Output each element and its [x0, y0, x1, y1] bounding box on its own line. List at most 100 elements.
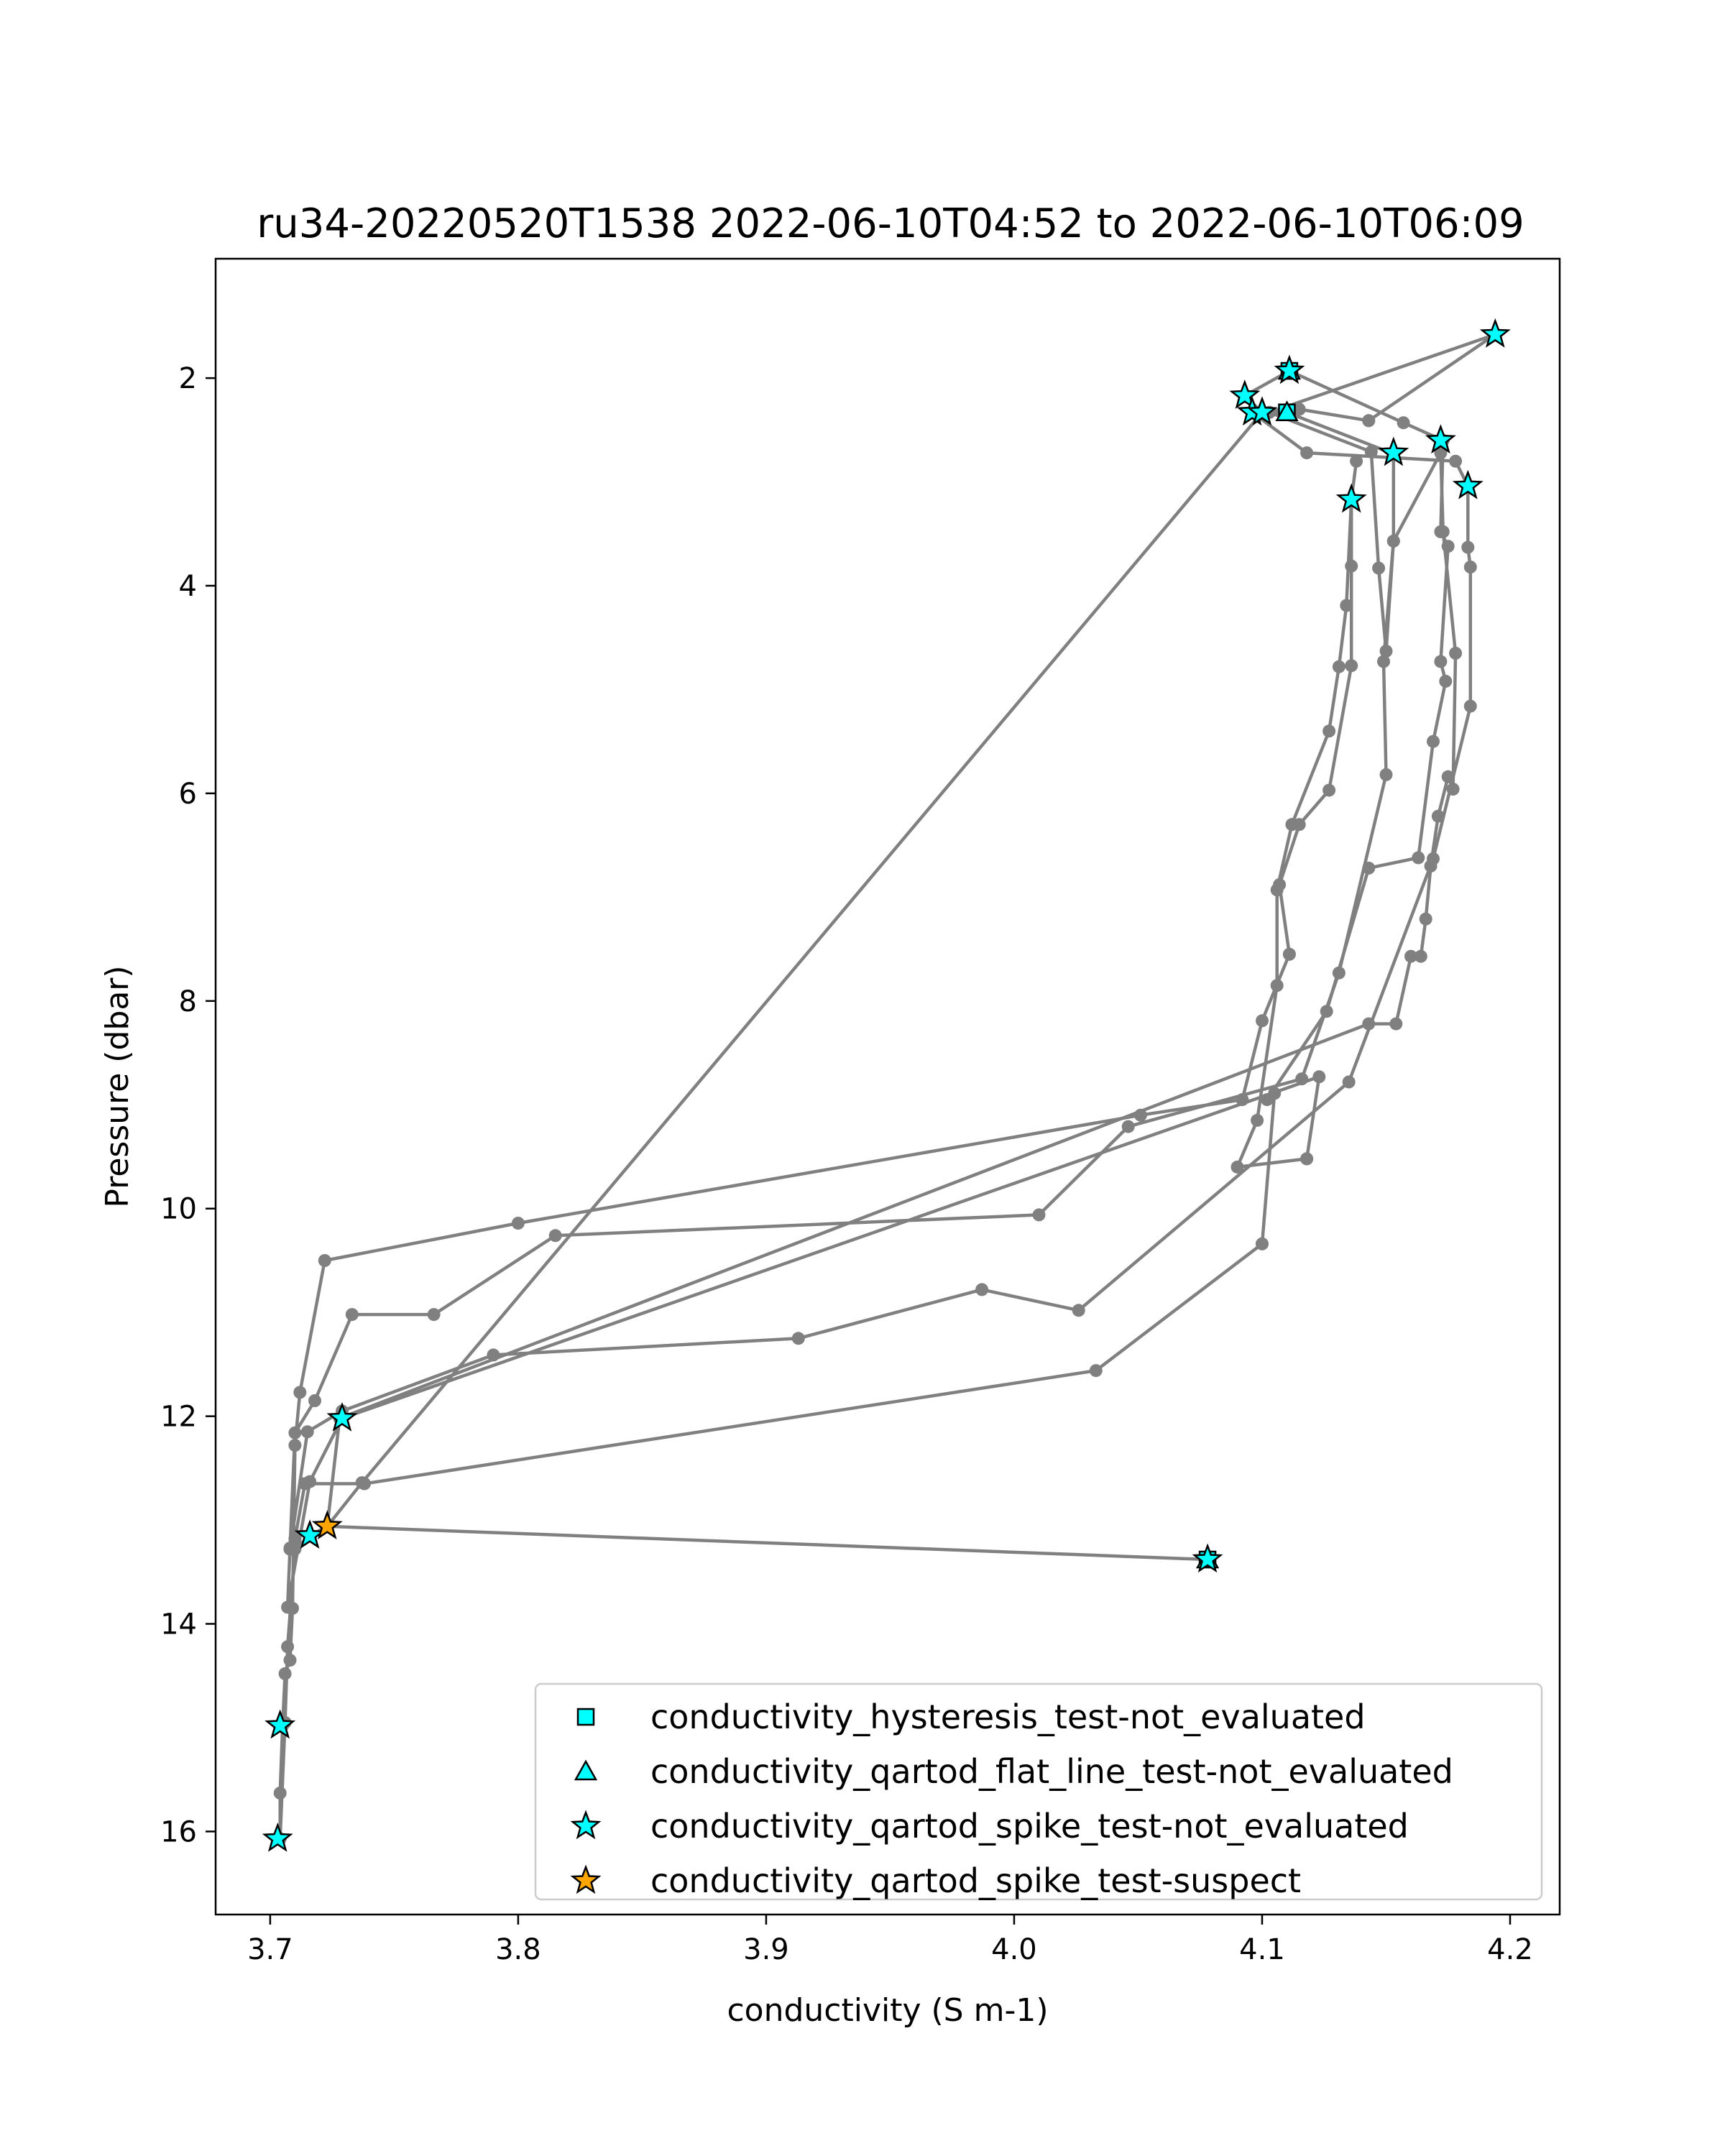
legend-symbol-square	[576, 1708, 595, 1726]
legend-label: conductivity_qartod_flat_line_test-not_e…	[650, 1752, 1453, 1791]
data-point	[1434, 446, 1448, 460]
data-point	[1270, 979, 1284, 992]
data-point	[1386, 534, 1400, 548]
x-tick-label: 3.7	[247, 1933, 293, 1966]
data-point	[1439, 674, 1453, 688]
data-point	[1032, 1208, 1046, 1222]
qc-marker-star	[311, 1510, 343, 1540]
legend-items: conductivity_hysteresis_test-not_evaluat…	[570, 1697, 1453, 1900]
data-point	[1434, 655, 1448, 668]
data-point	[1282, 947, 1296, 961]
data-point	[278, 1667, 292, 1680]
y-tick-label: 14	[160, 1608, 197, 1641]
qc-marker-triangle	[1275, 400, 1299, 422]
data-point	[1345, 659, 1358, 673]
qc-marker-star	[1246, 396, 1278, 426]
data-point	[1320, 1005, 1333, 1018]
data-point	[1322, 783, 1336, 797]
data-point	[355, 1476, 369, 1490]
data-point	[487, 1348, 500, 1362]
data-point	[288, 1426, 302, 1439]
data-point	[1312, 1070, 1326, 1084]
data-point	[1436, 525, 1450, 538]
plot-frame	[214, 257, 1561, 1916]
x-axis-label: conductivity (S m-1)	[727, 1992, 1048, 2029]
data-point	[1461, 540, 1475, 554]
y-tick-label: 8	[179, 985, 197, 1018]
profile-line-4	[1236, 499, 1353, 1169]
data-point	[298, 1477, 312, 1491]
data-point	[1441, 540, 1455, 553]
qc-marker-star	[1452, 469, 1484, 499]
data-point	[1285, 818, 1299, 831]
qc-marker-star	[294, 1519, 326, 1549]
x-tick-label: 4.0	[991, 1933, 1037, 1966]
qc-marker-star	[264, 1709, 296, 1739]
data-point	[1414, 949, 1427, 963]
data-point	[1345, 559, 1358, 573]
qc-marker-star	[1335, 483, 1367, 513]
data-point	[308, 1394, 321, 1407]
data-point	[427, 1308, 441, 1322]
legend-label: conductivity_qartod_spike_test-not_evalu…	[650, 1807, 1409, 1846]
data-point	[1322, 724, 1336, 738]
data-point	[511, 1217, 525, 1230]
data-point	[283, 1654, 297, 1667]
data-point	[1377, 655, 1390, 668]
data-point	[1340, 599, 1353, 612]
chart-title: ru34-20220520T1538 2022-06-10T04:52 to 2…	[257, 201, 1524, 247]
qc-marker-star	[1229, 379, 1261, 409]
data-point	[1372, 561, 1386, 575]
data-point	[1431, 809, 1445, 823]
y-tick-label: 12	[160, 1401, 197, 1434]
legend-box	[534, 1682, 1543, 1901]
legend-symbol-star	[570, 1864, 602, 1894]
legend-label: conductivity_hysteresis_test-not_evaluat…	[650, 1697, 1366, 1736]
data-point	[283, 1542, 297, 1556]
data-point	[1350, 454, 1363, 468]
data-point	[281, 1640, 295, 1654]
data-point	[288, 1439, 302, 1452]
x-tick-label: 4.2	[1487, 1933, 1533, 1966]
legend-label: conductivity_qartod_spike_test-suspect	[650, 1861, 1301, 1900]
data-point	[1379, 768, 1393, 781]
y-tick-label: 16	[160, 1815, 197, 1848]
qc-marker-star	[1425, 424, 1456, 454]
data-point	[288, 1532, 302, 1546]
qc-marker-star	[1274, 354, 1305, 384]
data-point	[1251, 1113, 1264, 1127]
data-point	[1463, 699, 1477, 713]
y-axis-label: Pressure (dbar)	[99, 965, 136, 1207]
data-point	[273, 1787, 287, 1800]
data-point	[1292, 402, 1306, 416]
data-point	[293, 1386, 307, 1399]
y-tick-label: 6	[179, 778, 197, 811]
data-point	[1362, 861, 1376, 875]
y-tick-label: 2	[179, 362, 197, 395]
data-point	[1342, 1075, 1356, 1089]
data-point	[1256, 1014, 1269, 1028]
data-point	[345, 1308, 359, 1322]
data-point	[1300, 446, 1314, 460]
data-point	[1332, 966, 1346, 980]
y-axis: 2 4 6 8 10 12 14 16	[160, 362, 216, 1848]
marker-layer	[262, 318, 1511, 1852]
data-point	[1364, 445, 1378, 459]
data-point	[1449, 646, 1463, 660]
data-point	[1362, 1017, 1376, 1031]
y-tick-label: 10	[160, 1193, 197, 1226]
legend-symbol-star	[570, 1810, 602, 1840]
plot-area	[262, 318, 1511, 1852]
data-point	[1089, 1364, 1103, 1378]
data-point	[1362, 414, 1376, 428]
x-tick-label: 3.8	[495, 1933, 541, 1966]
data-point	[1463, 561, 1477, 573]
data-point	[1300, 1152, 1314, 1166]
data-point	[1446, 783, 1460, 796]
data-point	[1268, 1087, 1282, 1100]
data-point	[1449, 454, 1463, 468]
x-axis: 3.7 3.8 3.9 4.0 4.1 4.2	[247, 1915, 1533, 1966]
data-point	[1332, 660, 1346, 673]
data-point	[1256, 1237, 1269, 1250]
